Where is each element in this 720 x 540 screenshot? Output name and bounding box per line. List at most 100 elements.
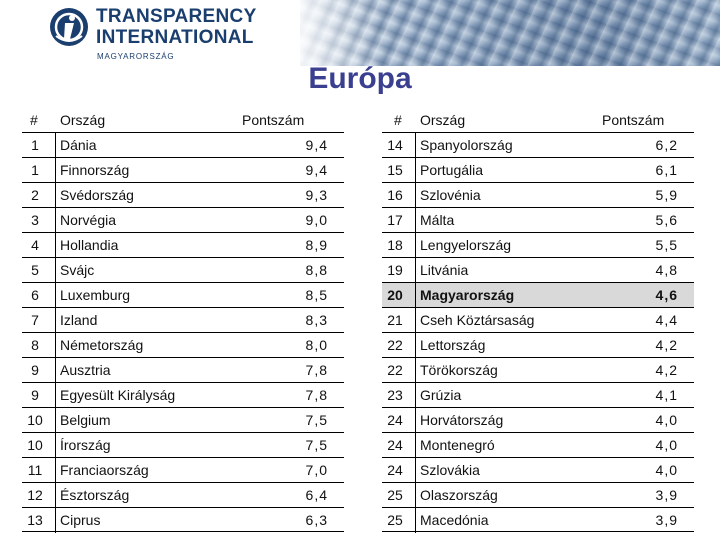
table-row: 10 Belgium 7,5 (22, 407, 344, 432)
score-cell: 7,0 (305, 462, 328, 478)
country-cell: Spanyolország (420, 137, 513, 153)
table-row: 13 Ciprus 6,3 (22, 507, 344, 532)
rank-cell: 8 (31, 337, 39, 353)
score-cell: 9,0 (305, 212, 328, 228)
rank-cell: 18 (387, 237, 403, 253)
rank-cell: 4 (31, 237, 39, 253)
ti-globe-icon (50, 8, 88, 46)
rank-cell: 12 (27, 487, 43, 503)
table-row: 1 Dánia 9,4 (22, 132, 344, 157)
header-score-left: Pontszám (242, 112, 305, 128)
score-cell: 7,8 (305, 387, 328, 403)
rank-cell: 13 (27, 512, 43, 528)
left-rows: 1 Dánia 9,4 1 Finnország 9,4 2 Svédország 9,3 3 No… (22, 132, 344, 532)
header-band: TRANSPARENCY INTERNATIONAL MAGYARORSZÁG (0, 0, 720, 66)
score-cell: 4,6 (655, 287, 678, 303)
table-row: 15 Portugália 6,1 (382, 157, 694, 182)
rank-cell: 24 (387, 437, 403, 453)
country-cell: Franciaország (60, 462, 149, 478)
table-row: 18 Lengyelország 5,5 (382, 232, 694, 257)
country-cell: Németország (60, 337, 144, 353)
country-cell: Ciprus (60, 512, 101, 528)
country-cell: Macedónia (420, 512, 489, 528)
score-cell: 4,0 (655, 412, 678, 428)
score-cell: 4,1 (655, 387, 678, 403)
score-cell: 9,4 (305, 162, 328, 178)
table-row-highlighted: 20 Magyarország 4,6 (382, 282, 694, 307)
country-cell: Málta (420, 212, 455, 228)
country-cell: Dánia (60, 137, 97, 153)
rank-cell: 10 (27, 412, 43, 428)
score-cell: 4,0 (655, 437, 678, 453)
rank-cell: 10 (27, 437, 43, 453)
score-cell: 3,9 (655, 487, 678, 503)
country-cell: Lengyelország (420, 237, 512, 253)
table-row: 22 Törökország 4,2 (382, 357, 694, 382)
country-cell: Portugália (420, 162, 484, 178)
table-row: 3 Norvégia 9,0 (22, 207, 344, 232)
table-row: 25 Olaszország 3,9 (382, 482, 694, 507)
table-row: 8 Németország 8,0 (22, 332, 344, 357)
country-cell: Észtország (60, 487, 130, 503)
score-cell: 3,9 (655, 512, 678, 528)
score-cell: 4,2 (655, 337, 678, 353)
score-cell: 6,1 (655, 162, 678, 178)
country-cell: Törökország (420, 362, 498, 378)
banner-fade (290, 0, 380, 66)
table-row: 5 Svájc 8,8 (22, 257, 344, 282)
score-cell: 7,8 (305, 362, 328, 378)
rank-cell: 15 (387, 162, 403, 178)
table-row: 14 Spanyolország 6,2 (382, 132, 694, 157)
logo-subtitle: MAGYARORSZÁG (97, 52, 175, 61)
country-cell: Montenegró (420, 437, 495, 453)
divider-left (55, 132, 56, 533)
table-row: 9 Egyesült Királyság 7,8 (22, 382, 344, 407)
score-cell: 9,4 (305, 137, 328, 153)
rank-cell: 2 (31, 187, 39, 203)
rank-cell: 24 (387, 462, 403, 478)
country-cell: Litvánia (420, 262, 469, 278)
table-row: 19 Litvánia 4,8 (382, 257, 694, 282)
rank-cell: 7 (31, 312, 39, 328)
country-cell: Finnország (60, 162, 130, 178)
table-row: 24 Montenegró 4,0 (382, 432, 694, 457)
country-cell: Svédország (60, 187, 134, 203)
rank-cell: 6 (31, 287, 39, 303)
country-cell: Szlovákia (420, 462, 480, 478)
table-row: 21 Cseh Köztársaság 4,4 (382, 307, 694, 332)
country-cell: Írország (60, 437, 111, 453)
table-row: 6 Luxemburg 8,5 (22, 282, 344, 307)
score-cell: 8,8 (305, 262, 328, 278)
header-country-left: Ország (60, 112, 106, 128)
score-cell: 4,4 (655, 312, 678, 328)
table-row: 16 Szlovénia 5,9 (382, 182, 694, 207)
divider-right (415, 132, 416, 533)
score-cell: 7,5 (305, 412, 328, 428)
rank-cell: 17 (387, 212, 403, 228)
rank-cell: 9 (31, 362, 39, 378)
score-cell: 4,8 (655, 262, 678, 278)
table-row: 17 Málta 5,6 (382, 207, 694, 232)
score-cell: 5,5 (655, 237, 678, 253)
country-cell: Izland (60, 312, 98, 328)
rank-cell: 1 (31, 137, 39, 153)
table-row: 1 Finnország 9,4 (22, 157, 344, 182)
rank-cell: 25 (387, 512, 403, 528)
table-row: 25 Macedónia 3,9 (382, 507, 694, 532)
score-cell: 5,6 (655, 212, 678, 228)
table-row: 4 Hollandia 8,9 (22, 232, 344, 257)
score-cell: 4,0 (655, 462, 678, 478)
score-cell: 6,3 (305, 512, 328, 528)
rank-cell: 3 (31, 212, 39, 228)
logo-line-1: TRANSPARENCY (96, 6, 257, 27)
rank-cell: 22 (387, 362, 403, 378)
rank-cell: 24 (387, 412, 403, 428)
country-cell: Grúzia (420, 387, 462, 403)
table-row: 11 Franciaország 7,0 (22, 457, 344, 482)
rank-cell: 1 (31, 162, 39, 178)
rank-cell: 11 (27, 462, 43, 478)
country-cell: Olaszország (420, 487, 498, 503)
score-cell: 7,5 (305, 437, 328, 453)
country-cell: Norvégia (60, 212, 117, 228)
header-score-right: Pontszám (602, 112, 665, 128)
